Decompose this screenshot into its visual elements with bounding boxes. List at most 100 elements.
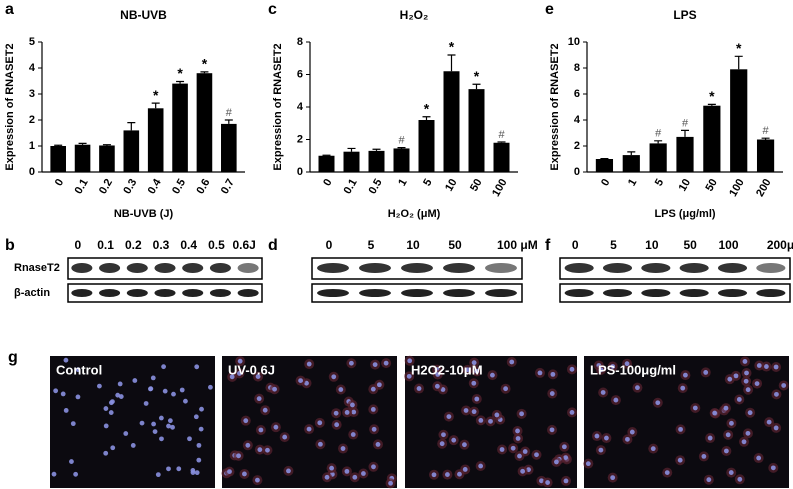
cell-nucleus: [678, 426, 683, 432]
cell-nucleus: [155, 472, 161, 478]
bar: [418, 120, 435, 172]
x-tick-label: 100: [490, 177, 510, 199]
cell-nucleus: [161, 364, 166, 370]
cell-nucleus: [376, 382, 382, 388]
error-bar: [397, 147, 406, 149]
cell-nucleus: [624, 361, 630, 367]
cell-nucleus: [159, 436, 164, 442]
cell-nucleus: [257, 447, 263, 453]
lane-label: 0.6J: [232, 238, 255, 252]
cell-nucleus: [781, 383, 787, 388]
x-tick-label: 5: [421, 177, 434, 188]
cell-nucleus: [199, 406, 204, 412]
bar: [147, 108, 164, 172]
cell-nucleus: [598, 367, 604, 373]
error-bar: [654, 140, 663, 144]
cell-nucleus: [431, 472, 437, 478]
blot-band: [99, 289, 121, 297]
cell-nucleus: [462, 467, 468, 472]
bar: [703, 105, 721, 172]
significance-marker: *: [424, 100, 430, 116]
cell-nucleus: [262, 407, 268, 413]
row-label: β-actin: [14, 287, 50, 299]
cell-nucleus: [265, 447, 270, 453]
cell-nucleus: [331, 374, 337, 380]
blot-band: [602, 289, 633, 297]
blot-band: [443, 289, 475, 297]
blot-band: [126, 289, 148, 297]
x-tick-label: 0.1: [73, 177, 91, 196]
lane-label: 5: [368, 238, 375, 252]
blot-band: [602, 263, 633, 273]
x-tick-label: 0.2: [97, 177, 115, 196]
cell-nucleus: [478, 463, 484, 469]
blot-band: [154, 263, 176, 273]
cell-nucleus: [196, 457, 202, 463]
bar: [368, 150, 385, 172]
cell-nucleus: [650, 446, 656, 452]
bar: [676, 136, 694, 172]
cell-nucleus: [445, 472, 450, 477]
cell-nucleus: [167, 418, 173, 424]
x-axis-label: LPS (μg/ml): [654, 208, 715, 220]
cell-nucleus: [610, 364, 616, 369]
x-tick-label: 10: [677, 177, 694, 194]
cell-nucleus: [763, 364, 769, 369]
cell-nucleus: [329, 465, 335, 471]
cell-nucleus: [515, 436, 521, 441]
error-bar: [224, 119, 233, 124]
cell-nucleus: [517, 453, 522, 459]
bar: [196, 73, 213, 172]
cell-nucleus: [370, 406, 376, 412]
y-tick-label: 2: [29, 114, 35, 126]
cell-nucleus: [70, 421, 76, 427]
blot-frame: [67, 283, 263, 303]
blot-band: [717, 289, 748, 297]
cell-nucleus: [117, 381, 123, 387]
cell-nucleus: [441, 432, 446, 438]
error-bar: [734, 55, 743, 70]
blot-band: [359, 289, 391, 297]
cell-nucleus: [743, 378, 749, 384]
blot-band: [99, 263, 121, 273]
cell-nucleus: [550, 371, 556, 377]
cell-nucleus: [350, 402, 355, 408]
panel-letter: b: [5, 237, 15, 254]
panel-letter: e: [545, 1, 554, 18]
cell-nucleus: [462, 442, 467, 448]
cell-nucleus: [194, 364, 200, 370]
error-bar: [761, 137, 770, 140]
bar: [172, 83, 188, 172]
significance-marker: #: [226, 107, 233, 119]
cell-nucleus: [130, 443, 136, 448]
micrograph: [50, 356, 215, 488]
cell-nucleus: [375, 442, 381, 447]
cell-nucleus: [727, 376, 733, 382]
x-tick-label: 10: [443, 177, 460, 194]
blot-band: [317, 263, 349, 273]
cell-nucleus: [736, 397, 742, 402]
cell-nucleus: [242, 471, 247, 477]
y-tick-label: 10: [568, 36, 580, 48]
error-bar: [627, 151, 636, 156]
lane-label: 100 μM: [497, 238, 538, 252]
cell-nucleus: [729, 420, 734, 426]
cell-nucleus: [594, 433, 600, 439]
cell-nucleus: [747, 410, 753, 416]
cell-nucleus: [534, 452, 539, 458]
error-bar: [422, 116, 431, 120]
blot-frame: [559, 283, 791, 303]
bar: [468, 89, 485, 172]
cell-nucleus: [236, 453, 241, 459]
cell-nucleus: [306, 361, 312, 367]
cell-nucleus: [745, 430, 751, 436]
cell-nucleus: [519, 411, 525, 417]
y-tick-label: 4: [29, 62, 36, 74]
cell-nucleus: [510, 445, 516, 451]
blot-band: [756, 289, 786, 297]
cell-nucleus: [75, 394, 81, 400]
cell-nucleus: [703, 370, 709, 375]
blot-band: [679, 289, 709, 297]
blot-band: [401, 289, 433, 297]
cell-nucleus: [598, 447, 604, 453]
